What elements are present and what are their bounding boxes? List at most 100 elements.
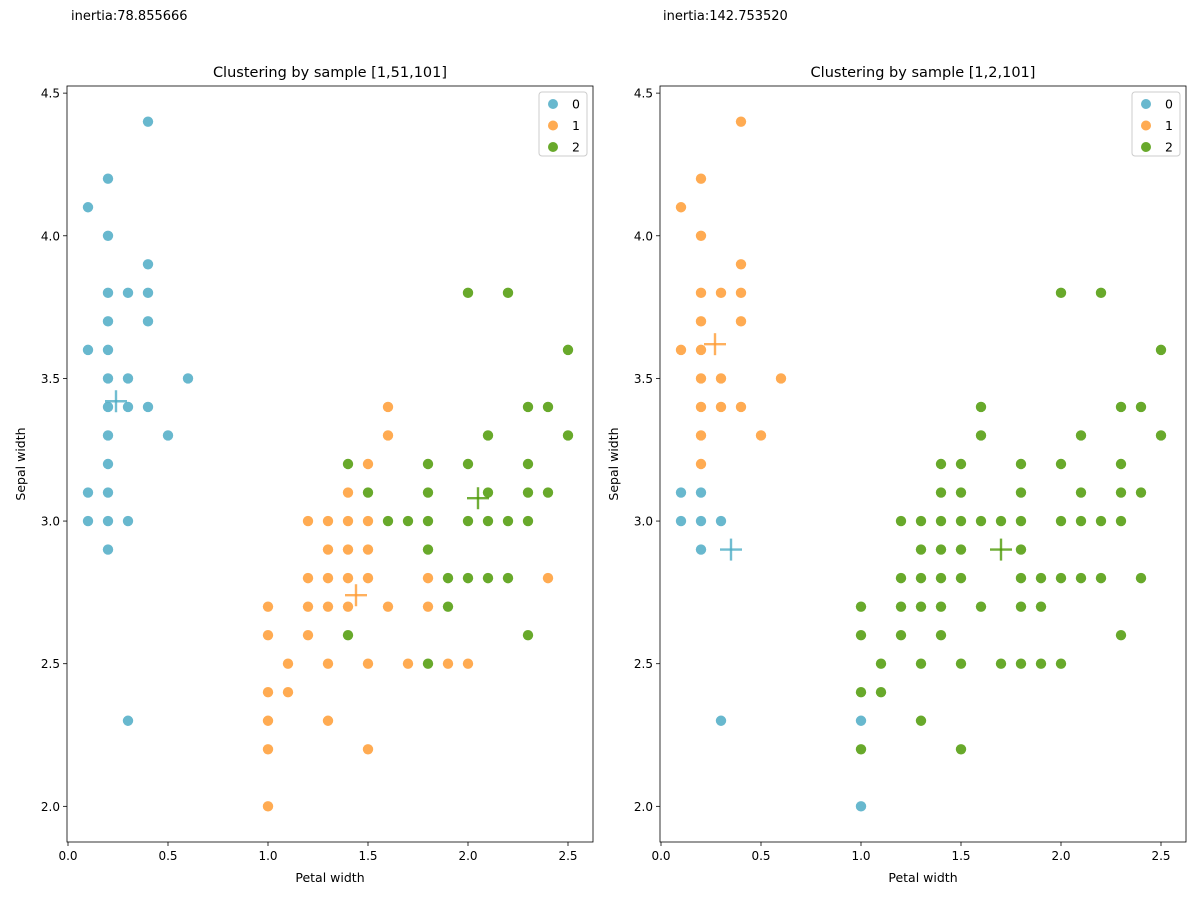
x-tick-label: 1.5 — [951, 849, 970, 863]
data-point-cluster-2 — [935, 487, 947, 498]
data-point-cluster-2 — [342, 629, 354, 641]
data-point-cluster-1 — [462, 658, 474, 669]
data-point-cluster-1 — [735, 287, 747, 299]
data-point-cluster-2 — [1055, 515, 1067, 527]
legend: 0 1 2 — [538, 91, 588, 157]
y-tick-label: 3.5 — [634, 372, 653, 386]
data-point-cluster-1 — [362, 744, 374, 755]
data-point-cluster-1 — [302, 572, 314, 584]
y-tick-label: 4.5 — [634, 87, 653, 101]
data-point-cluster-2 — [1075, 515, 1087, 527]
data-point-cluster-2 — [995, 515, 1007, 527]
data-point-cluster-1 — [342, 572, 354, 584]
data-point-cluster-0 — [102, 458, 114, 470]
legend-label-1: 1 — [572, 118, 580, 133]
data-point-cluster-2 — [1055, 658, 1067, 669]
data-point-cluster-2 — [1015, 487, 1027, 498]
chart-title: Clustering by sample [1,2,101] — [811, 65, 1036, 81]
data-point-cluster-2 — [995, 658, 1007, 669]
data-point-cluster-1 — [262, 715, 274, 726]
data-point-cluster-2 — [935, 601, 947, 612]
data-point-cluster-2 — [522, 629, 534, 641]
data-point-cluster-2 — [562, 430, 574, 441]
data-point-cluster-2 — [1075, 487, 1087, 498]
data-point-cluster-1 — [342, 601, 354, 612]
data-point-cluster-1 — [302, 515, 314, 527]
data-point-cluster-0 — [715, 715, 727, 726]
data-point-cluster-2 — [975, 601, 987, 612]
data-point-cluster-2 — [522, 487, 534, 498]
data-point-cluster-1 — [695, 344, 707, 356]
legend-marker-2 — [1141, 142, 1151, 152]
data-point-cluster-0 — [182, 373, 194, 384]
data-point-cluster-2 — [935, 572, 947, 584]
x-tick-label: 2.0 — [1051, 849, 1070, 863]
data-point-cluster-2 — [1015, 458, 1027, 470]
data-point-cluster-0 — [102, 287, 114, 299]
legend-label-2: 2 — [1165, 140, 1173, 155]
data-point-cluster-2 — [482, 487, 494, 498]
data-point-cluster-1 — [755, 430, 767, 441]
x-tick-label: 1.5 — [358, 849, 377, 863]
data-point-cluster-2 — [915, 572, 927, 584]
data-point-cluster-2 — [1015, 601, 1027, 612]
data-point-cluster-1 — [282, 687, 294, 698]
data-point-cluster-2 — [975, 401, 987, 413]
data-point-cluster-0 — [102, 515, 114, 527]
data-point-cluster-0 — [102, 173, 114, 184]
y-tick-label: 2.0 — [41, 800, 60, 814]
legend-label-0: 0 — [572, 97, 580, 112]
data-point-cluster-0 — [142, 287, 154, 299]
data-point-cluster-0 — [142, 259, 154, 270]
data-point-cluster-2 — [915, 658, 927, 669]
centroid-marker-0 — [720, 538, 742, 561]
data-point-cluster-2 — [1095, 572, 1107, 584]
data-point-cluster-2 — [562, 344, 574, 356]
data-point-cluster-2 — [362, 487, 374, 498]
data-point-cluster-0 — [715, 515, 727, 527]
legend-label-1: 1 — [1165, 118, 1173, 133]
legend: 0 1 2 — [1131, 91, 1181, 157]
data-point-cluster-1 — [382, 430, 394, 441]
data-point-cluster-1 — [262, 801, 274, 812]
data-point-cluster-0 — [695, 544, 707, 555]
chart-panel-1: Clustering by sample [1,51,101] 0.0 0.5 1.0… — [13, 65, 594, 885]
data-point-cluster-1 — [695, 458, 707, 470]
data-point-cluster-2 — [1035, 572, 1047, 584]
data-point-cluster-1 — [695, 373, 707, 384]
data-point-cluster-1 — [735, 116, 747, 127]
data-point-cluster-0 — [142, 116, 154, 127]
y-tick-label: 4.5 — [41, 87, 60, 101]
centroid-marker-2 — [990, 538, 1012, 561]
data-point-cluster-0 — [142, 316, 154, 327]
data-point-cluster-2 — [855, 629, 867, 641]
data-point-cluster-2 — [1095, 287, 1107, 299]
data-point-cluster-2 — [402, 515, 414, 527]
data-point-cluster-2 — [955, 658, 967, 669]
data-point-cluster-0 — [102, 344, 114, 356]
chart-title: Clustering by sample [1,51,101] — [213, 65, 447, 81]
data-point-cluster-2 — [1115, 401, 1127, 413]
data-point-cluster-2 — [482, 515, 494, 527]
data-point-cluster-0 — [855, 715, 867, 726]
data-point-cluster-2 — [502, 287, 514, 299]
x-tick-label: 0.0 — [58, 849, 77, 863]
y-tick-label: 4.0 — [41, 229, 60, 243]
data-point-cluster-2 — [1035, 658, 1047, 669]
data-point-cluster-2 — [1115, 515, 1127, 527]
data-point-cluster-2 — [935, 544, 947, 555]
data-point-cluster-1 — [675, 344, 687, 356]
data-point-cluster-2 — [462, 287, 474, 299]
data-point-cluster-2 — [462, 458, 474, 470]
legend-marker-1 — [548, 120, 558, 131]
data-point-cluster-0 — [102, 544, 114, 555]
plot-frame — [66, 85, 594, 843]
data-point-cluster-0 — [122, 401, 134, 413]
data-point-cluster-2 — [422, 458, 434, 470]
legend-marker-0 — [548, 99, 558, 109]
centroid-marker-2 — [467, 487, 489, 510]
data-point-cluster-2 — [935, 458, 947, 470]
data-point-cluster-2 — [1015, 544, 1027, 555]
centroid-marker-0 — [105, 390, 127, 413]
data-point-cluster-2 — [855, 687, 867, 698]
